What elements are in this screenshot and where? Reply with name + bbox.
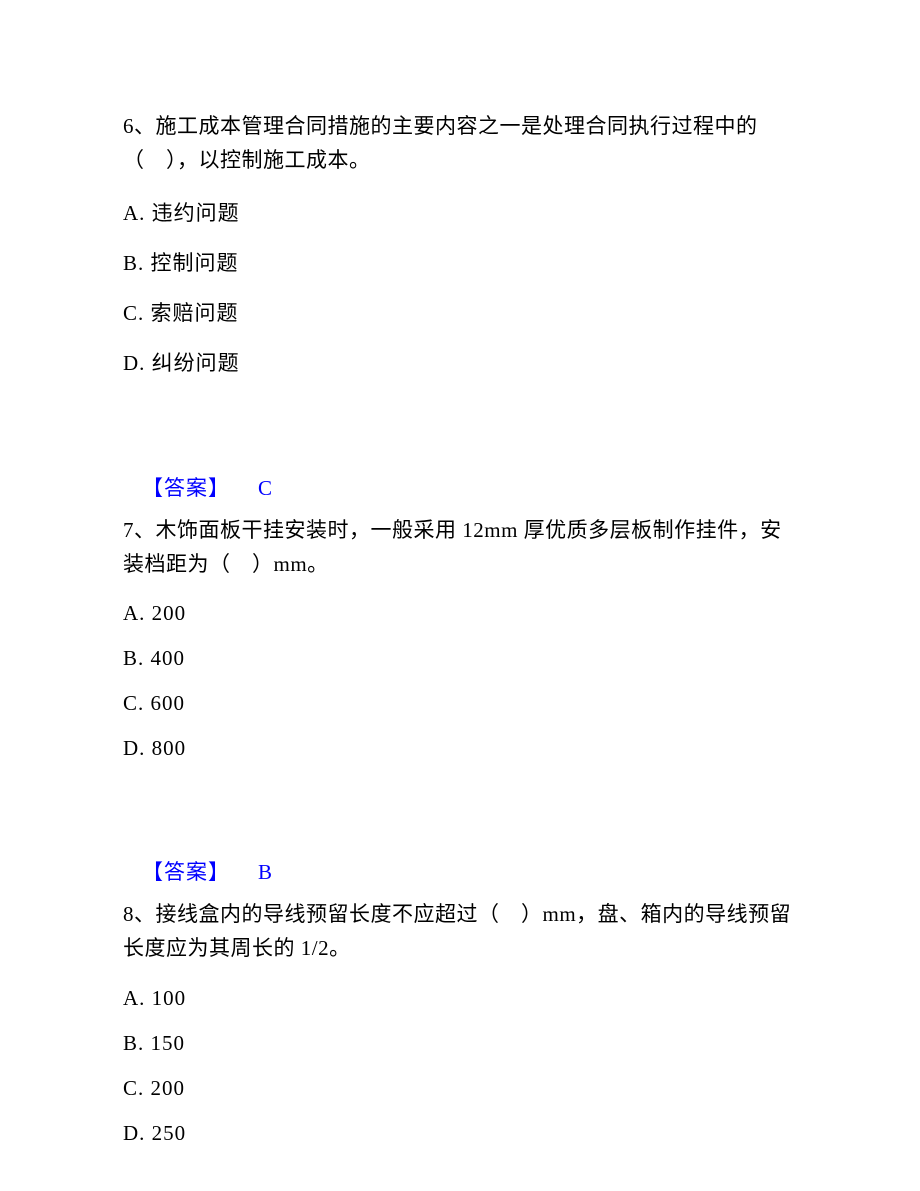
question-stem: 6、施工成本管理合同措施的主要内容之一是处理合同执行过程中的（ ），以控制施工成… [123,110,797,177]
option-c: C. 200 [123,1076,797,1101]
option-c: C. 索赔问题 [123,297,797,327]
answer-letter: B [258,860,273,885]
question-stem: 7、木饰面板干挂安装时，一般采用 12mm 厚优质多层板制作挂件，安装档距为（ … [123,514,797,581]
option-a: A. 100 [123,986,797,1011]
option-b: B. 150 [123,1031,797,1056]
question-7: 7、木饰面板干挂安装时，一般采用 12mm 厚优质多层板制作挂件，安装档距为（ … [123,514,797,761]
question-6: 6、施工成本管理合同措施的主要内容之一是处理合同执行过程中的（ ），以控制施工成… [123,110,797,377]
answer-label: 【答案】 [142,476,230,500]
option-a: A. 200 [123,601,797,626]
option-d: D. 250 [123,1121,797,1146]
option-c: C. 600 [123,691,797,716]
question-8: 8、接线盒内的导线预留长度不应超过（ ）mm，盘、箱内的导线预留长度应为其周长的… [123,898,797,1145]
answer-7: 【答案】 B [123,856,797,886]
option-b: B. 400 [123,646,797,671]
option-d: D. 纠纷问题 [123,347,797,377]
answer-6: 【答案】 C [123,472,797,502]
answer-label: 【答案】 [142,860,230,884]
question-stem: 8、接线盒内的导线预留长度不应超过（ ）mm，盘、箱内的导线预留长度应为其周长的… [123,898,797,965]
option-b: B. 控制问题 [123,247,797,277]
option-d: D. 800 [123,736,797,761]
option-a: A. 违约问题 [123,197,797,227]
answer-letter: C [258,476,273,501]
